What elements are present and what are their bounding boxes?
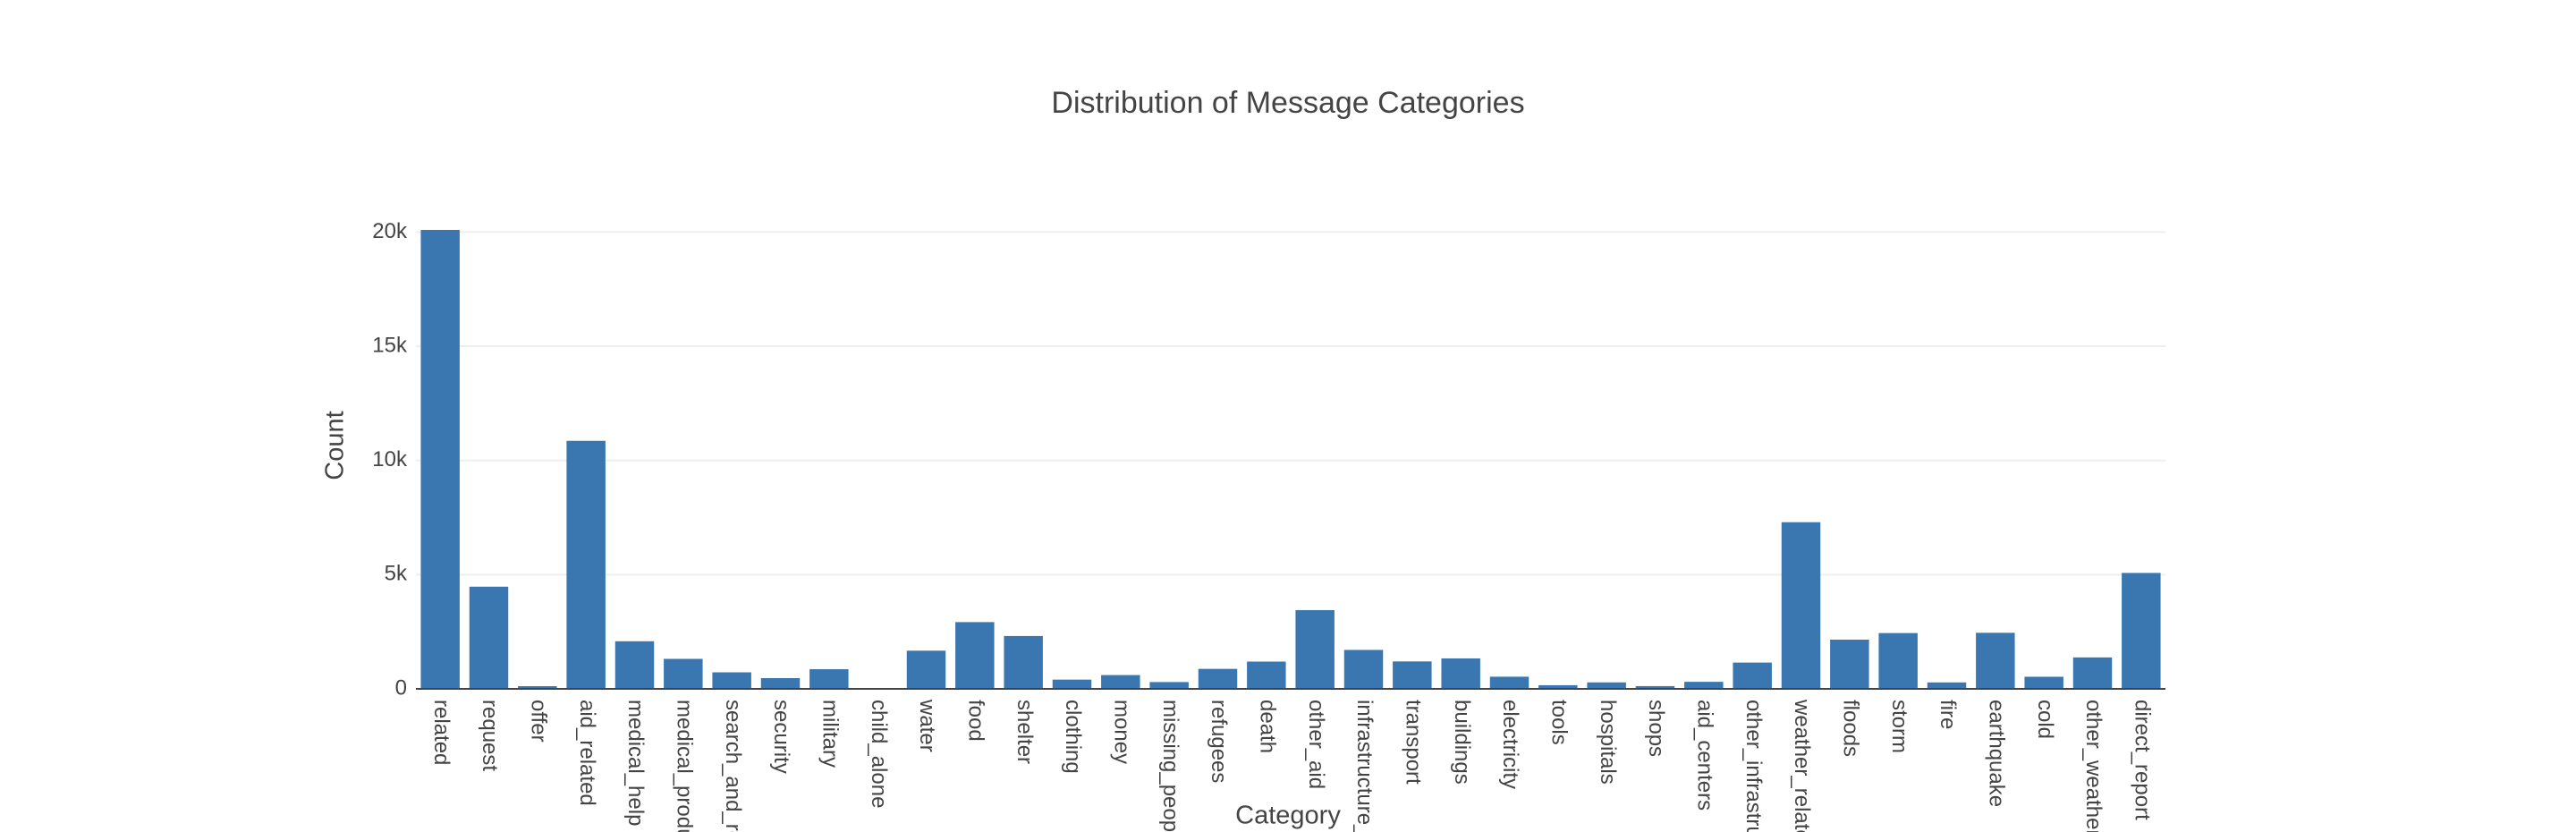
- x-tick-label: electricity: [1498, 700, 1522, 789]
- y-tick-label: 5k: [385, 562, 408, 586]
- x-tick-label: shops: [1644, 700, 1668, 757]
- bar: [1393, 661, 1432, 689]
- x-tick-label: storm: [1887, 700, 1911, 753]
- y-tick-label: 15k: [372, 333, 408, 357]
- x-tick-label: refugees: [1207, 700, 1231, 783]
- bar: [809, 669, 849, 689]
- x-tick-label: cold: [2033, 700, 2057, 739]
- x-tick-label: earthquake: [1984, 700, 2008, 807]
- x-tick-label: buildings: [1450, 700, 1474, 785]
- bar: [1587, 682, 1626, 689]
- bar: [420, 230, 460, 689]
- bar: [1149, 682, 1189, 689]
- bar: [760, 677, 801, 689]
- y-tick-label: 20k: [372, 219, 408, 243]
- x-tick-label: death: [1255, 700, 1279, 753]
- bar: [2072, 657, 2113, 689]
- x-tick-label: missing_people: [1158, 700, 1182, 832]
- x-tick-label: aid_related: [575, 700, 599, 806]
- x-tick-label: infrastructure_related: [1352, 700, 1377, 832]
- x-tick-label: fire: [1936, 700, 1960, 729]
- bar: [2024, 676, 2063, 689]
- x-tick-label: security: [769, 700, 793, 774]
- x-tick-label: other_weather: [2081, 700, 2106, 832]
- bar: [1101, 675, 1140, 689]
- x-tick-label: request: [478, 700, 502, 771]
- x-tick-label: child_alone: [867, 700, 891, 808]
- bar: [614, 641, 655, 689]
- x-tick-label: floods: [1838, 700, 1862, 757]
- x-tick-label: weather_related: [1790, 699, 1814, 832]
- x-tick-label: medical_products: [672, 700, 696, 832]
- bar: [1489, 676, 1530, 689]
- bar: [1247, 661, 1286, 689]
- bar: [1733, 662, 1772, 689]
- bar: [2122, 573, 2161, 689]
- bar: [1635, 685, 1675, 689]
- bar: [1052, 679, 1092, 689]
- bar: [955, 622, 995, 689]
- x-tick-label: offer: [526, 700, 550, 743]
- bar: [906, 650, 946, 689]
- y-tick-label: 0: [395, 675, 407, 700]
- x-tick-label: military: [818, 700, 842, 768]
- x-tick-label: tools: [1546, 700, 1571, 745]
- bar: [1781, 522, 1821, 689]
- x-tick-label: direct_report: [2130, 700, 2154, 820]
- x-axis-title: Category: [1235, 802, 1341, 830]
- bar: [1441, 658, 1480, 689]
- x-tick-label: search_and_rescue: [721, 700, 745, 832]
- bar: [1684, 682, 1724, 689]
- y-tick-label: 10k: [372, 447, 408, 471]
- x-tick-label: water: [915, 699, 939, 752]
- bar: [469, 586, 509, 689]
- bar: [712, 672, 751, 689]
- y-axis-title: Count: [321, 411, 350, 480]
- bar: [518, 685, 557, 689]
- bar: [1878, 632, 1918, 689]
- x-tick-label: transport: [1401, 700, 1425, 785]
- x-tick-label: clothing: [1061, 700, 1085, 774]
- x-tick-label: other_aid: [1304, 700, 1328, 789]
- x-tick-label: medical_help: [623, 700, 648, 826]
- x-tick-label: aid_centers: [1692, 700, 1716, 811]
- x-tick-label: shelter: [1013, 700, 1037, 764]
- bar: [664, 658, 703, 689]
- bar: [1538, 684, 1578, 689]
- x-tick-label: hospitals: [1596, 700, 1620, 785]
- bar: [1927, 682, 1967, 689]
- x-tick-label: food: [963, 700, 987, 742]
- bar: [1830, 639, 1869, 689]
- chart-title: Distribution of Message Categories: [1051, 86, 1524, 120]
- bar: [1295, 610, 1335, 689]
- x-tick-label: money: [1109, 700, 1133, 764]
- bar: [1004, 635, 1043, 689]
- bar: [1976, 632, 2015, 689]
- bar: [1198, 668, 1238, 689]
- x-tick-label: related: [429, 700, 453, 765]
- bar: [1343, 649, 1384, 689]
- bar: [566, 440, 606, 689]
- x-tick-label: other_infrastructure: [1741, 700, 1766, 832]
